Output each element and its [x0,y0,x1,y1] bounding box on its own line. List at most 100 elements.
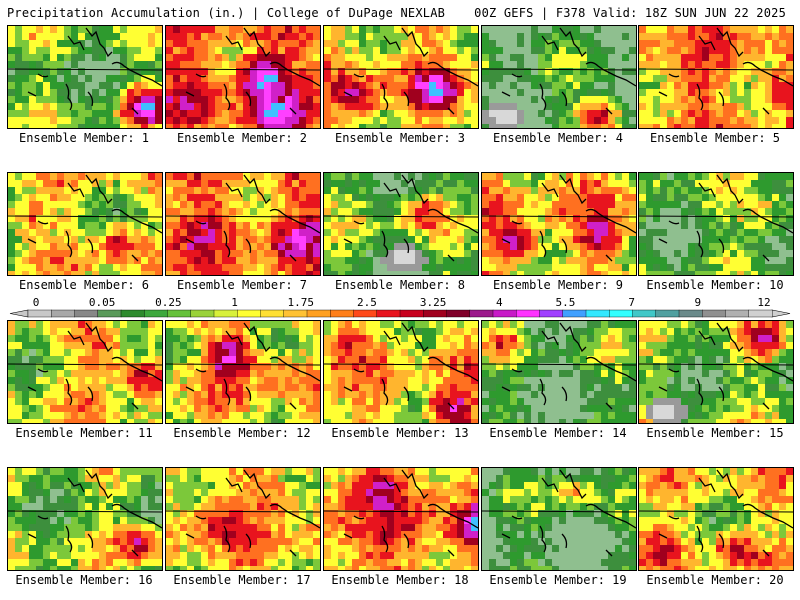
colorbar-tick-label: 4 [496,296,503,309]
precip-field [8,468,162,570]
ensemble-member-map [165,320,321,424]
ensemble-member-label: Ensemble Member: 11 [15,426,153,440]
coastline [401,322,429,353]
coastline [195,515,207,520]
coastline [501,91,511,97]
ensemble-member-map [481,172,637,276]
coastline [668,515,680,520]
colorbar-tick-label: 0.05 [89,296,116,309]
border-line [639,215,793,218]
coastline [381,230,389,258]
coastline [65,525,73,553]
border-line [639,510,793,513]
colorbar-swatch [632,309,657,318]
coastline [698,330,716,346]
colorbar-swatch [283,309,308,318]
precip-field [166,468,320,570]
ensemble-member-map [7,25,163,129]
coastline [37,73,49,78]
ensemble-member-map [323,172,479,276]
coastline [541,35,559,51]
border-line [482,510,636,513]
ensemble-member-map [481,320,637,424]
colorbar-swatch [562,309,587,318]
colorbar-swatch [539,309,564,318]
colorbar-tick-label: 12 [757,296,770,309]
colorbar-swatch [655,309,680,318]
coastline [131,549,139,557]
coastline [87,91,94,107]
coastline [541,477,559,493]
coastline [87,533,94,549]
coastline [427,61,478,87]
ensemble-member-map [165,25,321,129]
coastline [269,356,320,382]
chart-subtitle: 00Z GEFS | F378 Valid: 18Z SUN JUN 22 20… [474,6,786,20]
coastline [131,254,139,262]
coastline [381,378,389,406]
border-line [166,363,320,366]
coastline [501,533,511,539]
coastline [185,238,195,244]
coastline [605,254,613,262]
coastline [269,208,320,234]
ensemble-member-map [323,467,479,571]
coastline [195,220,207,225]
coastline [539,378,547,406]
coastline [37,515,49,520]
colorbar-swatch [609,309,633,318]
colorbar-tick-label: 0.25 [155,296,182,309]
coastline [225,477,243,493]
colorbar-tick-label: 7 [628,296,635,309]
ensemble-member-label: Ensemble Member: 14 [489,426,627,440]
coastline [698,477,716,493]
ensemble-member-label: Ensemble Member: 2 [176,131,308,145]
coastline [353,368,365,373]
colorbar-swatch [260,309,285,318]
coastline [511,73,523,78]
coastline [27,238,37,244]
colorbar-swatch [27,309,52,318]
coastline [243,322,271,353]
coastline [343,91,353,97]
coastline [742,208,793,234]
colorbar-swatch [702,309,726,318]
border-line [324,510,478,513]
colorbar-swatch [330,309,354,318]
colorbar-swatch [399,309,424,318]
border-line [482,68,636,71]
coastline [585,503,636,529]
coastline [427,356,478,382]
precip-field [324,26,478,128]
coastline [383,477,401,493]
border-line [166,68,320,71]
precip-field [166,173,320,275]
coastline [381,525,389,553]
coastline [223,230,231,258]
coastline [65,83,73,111]
coastline [243,174,271,205]
border-line [482,215,636,218]
colorbar-swatch [120,309,145,318]
border-line [166,510,320,513]
coastline [668,220,680,225]
coastline [269,503,320,529]
coastline [762,254,770,262]
coastline [668,73,680,78]
colorbar-swatch [585,309,610,318]
coastline [762,402,770,410]
coastline [742,356,793,382]
coastline [353,220,365,225]
coastline [447,254,455,262]
coastline [447,549,455,557]
ensemble-member-map [481,467,637,571]
coastline [658,91,668,97]
border-line [482,363,636,366]
coastline [27,91,37,97]
colorbar-tick-label: 9 [695,296,702,309]
coastline [698,182,716,198]
coastline [541,182,559,198]
border-line [8,363,162,366]
ensemble-member-label: Ensemble Member: 1 [18,131,150,145]
coastline [269,61,320,87]
